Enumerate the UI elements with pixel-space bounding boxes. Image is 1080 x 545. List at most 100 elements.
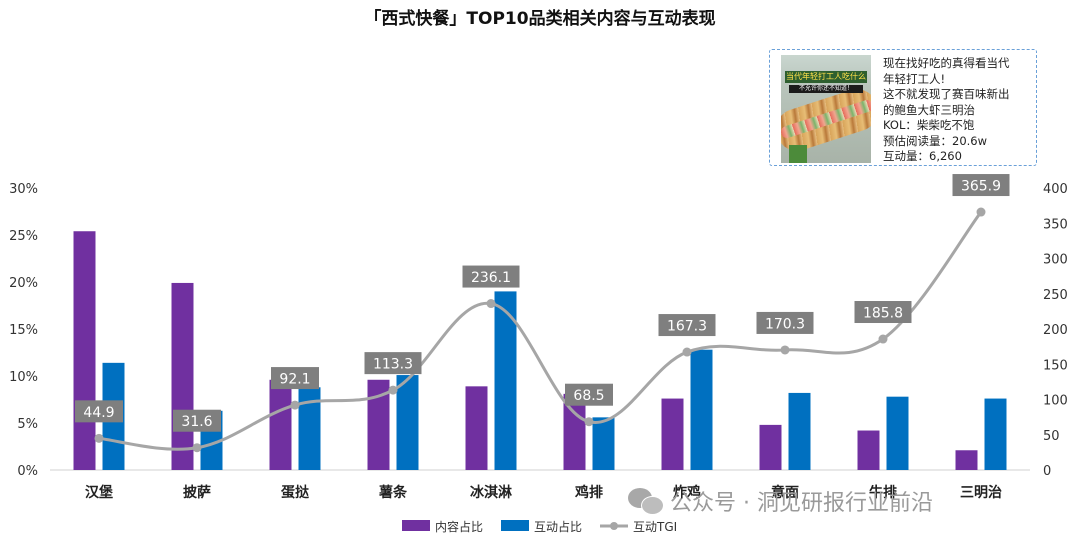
chart-title: 「西式快餐」TOP10品类相关内容与互动表现 — [364, 9, 716, 29]
bar-interaction-2 — [298, 387, 321, 470]
right-tick-label: 100 — [1043, 394, 1068, 409]
tgi-label-box-4 — [462, 265, 520, 288]
category-label: 意面 — [771, 484, 799, 501]
bar-content-8 — [857, 430, 880, 470]
right-tick-label: 200 — [1043, 323, 1068, 338]
tgi-label-box-7 — [756, 311, 814, 334]
photo-subcaption: 不允许你还不知道！ — [789, 85, 863, 93]
category-label: 鸡排 — [574, 484, 603, 501]
left-tick-label: 10% — [9, 370, 38, 385]
tgi-label-box-8 — [854, 301, 912, 324]
category-label: 炸鸡 — [673, 484, 701, 501]
tgi-label-4: 236.1 — [471, 270, 511, 286]
legend-label-1: 互动占比 — [534, 519, 582, 534]
category-label: 三明治 — [960, 484, 1002, 501]
left-tick-label: 15% — [9, 323, 38, 338]
right-tick-label: 0 — [1043, 464, 1051, 479]
tgi-point-1 — [192, 443, 202, 453]
tgi-label-box-2 — [271, 367, 319, 390]
tgi-point-4 — [486, 299, 496, 309]
category-label: 披萨 — [183, 484, 211, 501]
kol-name: KOL：柴柴吃不饱 — [883, 118, 975, 132]
legend-swatch-1 — [501, 520, 529, 531]
tgi-point-0 — [94, 433, 104, 443]
left-tick-label: 5% — [17, 417, 38, 432]
bar-content-2 — [269, 379, 292, 470]
x-axis-labels: 汉堡 披萨 蛋挞 薯条 冰淇淋 鸡排 炸鸡 意面 牛排 三明治 — [85, 484, 1002, 501]
left-tick-label: 20% — [9, 276, 38, 291]
right-tick-label: 400 — [1043, 182, 1068, 197]
bar-content-9 — [955, 450, 978, 470]
bar-interaction-7 — [788, 392, 811, 470]
bar-interaction-8 — [886, 396, 909, 470]
tgi-point-3 — [388, 385, 398, 395]
legend-label-2: 互动TGI — [633, 520, 677, 534]
bar-content-4 — [465, 386, 488, 470]
bar-content-3 — [367, 379, 390, 470]
wechat-icon — [628, 486, 664, 516]
tgi-label-box-0 — [75, 400, 123, 423]
sandwich-photo: 当代年轻打工人吃什么 不允许你还不知道！ — [781, 55, 871, 163]
bar-content-6 — [661, 398, 684, 470]
right-tick-label: 50 — [1043, 429, 1060, 444]
tgi-point-2 — [290, 400, 300, 410]
right-y-axis: 0 50 100 150 200 250 300 350 400 — [1043, 182, 1068, 479]
kol-line-4: 的鲍鱼大虾三明治 — [883, 102, 975, 117]
category-label: 牛排 — [869, 484, 897, 501]
photo-caption: 当代年轻打工人吃什么 — [785, 71, 867, 83]
bar-content-7 — [759, 424, 782, 470]
tgi-label-8: 185.8 — [863, 306, 903, 322]
right-tick-label: 250 — [1043, 288, 1068, 303]
category-label: 薯条 — [378, 484, 408, 501]
right-tick-label: 350 — [1043, 217, 1068, 232]
kol-reads: 预估阅读量：20.6w — [883, 133, 988, 148]
kol-line-1: 现在找好吃的真得看当代 — [883, 56, 1010, 70]
kol-card-text: 现在找好吃的真得看当代 年轻打工人! 这不就发现了赛百味新出 的鲍鱼大虾三明治 … — [883, 56, 1033, 165]
tgi-label-0: 44.9 — [83, 405, 114, 421]
right-tick-label: 150 — [1043, 358, 1068, 373]
kol-line-2: 年轻打工人! — [883, 71, 946, 86]
tgi-label-3: 113.3 — [373, 357, 413, 373]
legend: 内容占比 互动占比 互动TGI — [402, 519, 677, 534]
bar-interaction-3 — [396, 375, 419, 470]
bar-content-0 — [73, 231, 96, 470]
tgi-label-5: 68.5 — [573, 388, 604, 404]
tgi-label-box-3 — [364, 352, 422, 375]
tgi-label-box-6 — [658, 314, 716, 337]
tgi-line — [98, 211, 983, 451]
category-label: 冰淇淋 — [470, 484, 512, 501]
tgi-label-box-5 — [565, 383, 613, 406]
legend-swatch-0 — [402, 520, 430, 531]
tgi-label-9: 365.9 — [961, 179, 1001, 195]
tgi-point-9 — [976, 207, 986, 217]
bar-interaction-9 — [984, 398, 1007, 470]
tgi-point-6 — [682, 347, 692, 357]
tgi-line-layer: 44.9 31.6 92.1 113.3 236.1 68.5 167.3 170.3 185.… — [75, 174, 1010, 453]
tgi-point-5 — [584, 417, 594, 427]
bar-content-1 — [171, 282, 194, 470]
right-tick-label: 300 — [1043, 253, 1068, 268]
category-label: 汉堡 — [85, 484, 113, 501]
left-tick-label: 30% — [9, 182, 38, 197]
bar-interaction-4 — [494, 291, 517, 470]
left-tick-label: 25% — [9, 229, 38, 244]
tgi-point-7 — [780, 345, 790, 355]
tgi-point-8 — [878, 334, 888, 344]
legend-marker-2 — [610, 522, 618, 530]
tgi-label-box-9 — [952, 174, 1010, 197]
left-tick-label: 0% — [17, 464, 38, 479]
kol-callout-card: 当代年轻打工人吃什么 不允许你还不知道！ 现在找好吃的真得看当代 年轻打工人! … — [769, 49, 1037, 166]
bars-layer — [73, 231, 1007, 470]
bar-interaction-5 — [592, 417, 615, 470]
tgi-label-1: 31.6 — [181, 414, 212, 430]
tgi-label-2: 92.1 — [279, 372, 310, 388]
bar-interaction-6 — [690, 349, 713, 470]
watermark: 公众号 · 洞见研报行业前沿 — [628, 484, 933, 518]
kol-interactions: 互动量：6,260 — [883, 149, 962, 163]
tgi-label-6: 167.3 — [667, 319, 707, 335]
kol-line-3: 这不就发现了赛百味新出 — [883, 87, 1010, 101]
category-label: 蛋挞 — [281, 484, 310, 501]
legend-label-0: 内容占比 — [435, 519, 483, 534]
bar-content-5 — [563, 393, 586, 470]
